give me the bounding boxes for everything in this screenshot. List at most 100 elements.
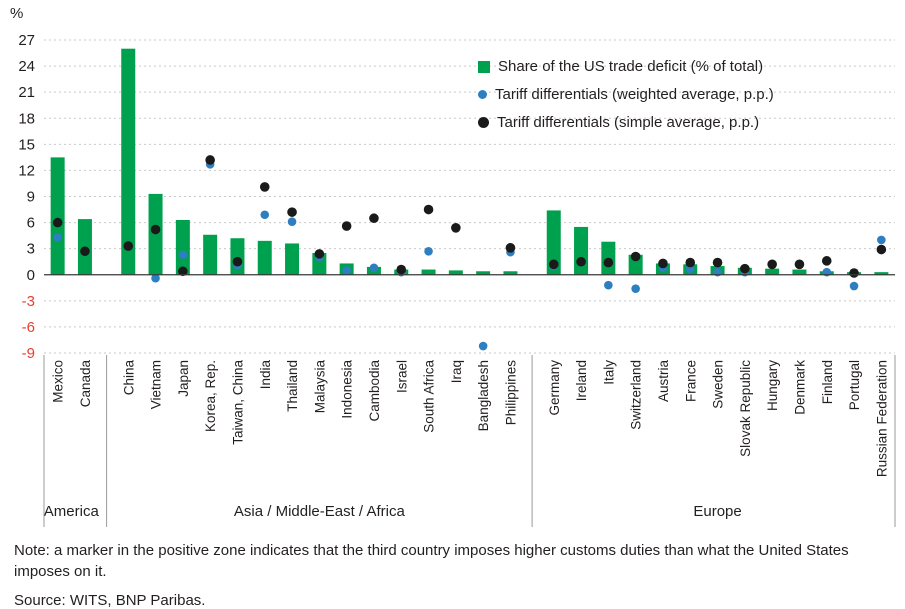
country-label: China xyxy=(121,360,136,396)
country-label: Ireland xyxy=(574,360,589,401)
deficit-bar xyxy=(50,157,65,275)
country-label: Canada xyxy=(78,360,93,408)
country-label: Hungary xyxy=(765,360,780,411)
simple-tariff-dot xyxy=(658,258,668,269)
simple-tariff-dot xyxy=(451,223,461,233)
simple-tariff-dot xyxy=(123,241,134,251)
simple-tariff-dot xyxy=(685,257,696,268)
country-label: Taiwan, China xyxy=(230,360,245,445)
weighted-tariff-dot xyxy=(877,235,886,245)
simple-tariff-dot xyxy=(80,246,90,257)
weighted-tariff-dot xyxy=(178,250,188,260)
weighted-tariff-dot xyxy=(849,281,859,291)
country-label: Korea, Rep. xyxy=(203,360,218,432)
simple-tariff-dot xyxy=(505,242,516,253)
legend-label-simple-tariff: Tariff differentials (simple average, p.… xyxy=(497,114,760,131)
legend-item-weighted-tariff: Tariff differentials (weighted average, … xyxy=(478,86,774,103)
simple-tariff-dot xyxy=(630,251,641,262)
deficit-bar xyxy=(285,243,300,275)
simple-tariff-dot xyxy=(849,268,859,278)
source-text: Source: WITS, BNP Paribas. xyxy=(14,592,206,609)
deficit-bar xyxy=(546,210,561,275)
legend-green-square-icon xyxy=(478,60,490,73)
legend-label-deficit-share: Share of the US trade deficit (% of tota… xyxy=(498,58,764,75)
legend-blue-circle-icon xyxy=(478,90,487,99)
legend-label-weighted-tariff: Tariff differentials (weighted average, … xyxy=(495,86,774,103)
simple-tariff-dot xyxy=(767,259,777,270)
simple-tariff-dot xyxy=(794,259,805,270)
country-label: Finland xyxy=(820,360,835,404)
weighted-tariff-dot xyxy=(53,233,62,242)
weighted-tariff-dot xyxy=(151,273,160,283)
group-label: Europe xyxy=(693,503,741,520)
simple-tariff-dot xyxy=(178,266,188,277)
y-tick-label: 18 xyxy=(18,110,35,127)
simple-tariff-dot xyxy=(259,182,270,192)
weighted-tariff-dot xyxy=(260,210,270,220)
simple-tariff-dot xyxy=(548,259,559,270)
y-tick-label: 21 xyxy=(18,84,35,101)
weighted-tariff-dot xyxy=(478,341,488,351)
country-label: Denmark xyxy=(792,360,807,415)
simple-tariff-dot xyxy=(341,221,352,231)
deficit-bar xyxy=(257,240,272,275)
simple-tariff-dot xyxy=(396,264,407,275)
country-label: Russian Federation xyxy=(874,360,889,477)
weighted-tariff-dot xyxy=(369,263,379,273)
country-label: Iraq xyxy=(449,360,464,383)
y-axis-unit-label: % xyxy=(10,5,23,22)
chart-canvas: -9 -6 -3 0 3 6 9 12 15 18 21 24 27% America Asia / Mid… xyxy=(10,5,896,527)
country-label: Thailand xyxy=(285,360,300,412)
simple-tariff-dot xyxy=(314,249,325,259)
simple-tariff-dot xyxy=(52,217,63,228)
group-label: America xyxy=(44,503,100,520)
simple-tariff-dot xyxy=(232,256,243,267)
note-text: Note: a marker in the positive zone indi… xyxy=(14,542,849,580)
simple-tariff-dot xyxy=(712,257,723,268)
simple-tariff-dot xyxy=(150,224,161,235)
country-label: Germany xyxy=(547,360,562,416)
country-label: Israel xyxy=(394,360,409,393)
weighted-tariff-dot xyxy=(424,246,433,256)
weighted-tariff-dot xyxy=(604,280,613,290)
y-tick-label: 15 xyxy=(18,136,35,153)
deficit-bar xyxy=(792,269,807,275)
country-label: Sweden xyxy=(711,360,726,409)
simple-tariff-dot xyxy=(740,263,750,274)
deficit-bar xyxy=(503,271,518,275)
simple-tariff-dot xyxy=(205,155,215,165)
y-tick-label: 24 xyxy=(18,58,35,75)
country-label: India xyxy=(258,360,273,390)
weighted-tariff-dot xyxy=(342,266,351,275)
y-tick-label: -9 xyxy=(22,345,35,362)
country-label: Malaysia xyxy=(312,360,327,414)
simple-tariff-dot xyxy=(369,213,379,224)
simple-tariff-dot xyxy=(423,204,434,215)
legend-item-simple-tariff: Tariff differentials (simple average, p.… xyxy=(478,114,774,131)
simple-tariff-dot xyxy=(821,256,832,266)
deficit-bar xyxy=(448,270,463,275)
group-label: Asia / Middle-East / Africa xyxy=(234,503,406,520)
country-label: Austria xyxy=(656,360,671,403)
chart-area: -9 -6 -3 0 3 6 9 12 15 18 21 24 27% America Asia / Mid… xyxy=(10,5,896,527)
legend-black-circle-icon xyxy=(478,117,489,128)
legend-item-deficit-share: Share of the US trade deficit (% of tota… xyxy=(478,58,774,75)
country-label: Philippines xyxy=(503,360,518,426)
deficit-bar xyxy=(476,271,491,275)
deficit-bar xyxy=(203,234,218,275)
country-label: Bangladesh xyxy=(476,360,491,431)
country-label: Cambodia xyxy=(367,360,382,422)
country-label: Indonesia xyxy=(340,360,355,419)
deficit-bar xyxy=(421,269,436,275)
weighted-tariff-dot xyxy=(631,284,640,293)
y-tick-label: 0 xyxy=(27,267,35,284)
weighted-tariff-dot xyxy=(287,217,297,227)
simple-tariff-dot xyxy=(603,257,614,268)
y-tick-label: -6 xyxy=(22,319,35,336)
chart-legend: Share of the US trade deficit (% of tota… xyxy=(478,58,774,131)
y-tick-label: 3 xyxy=(27,241,35,258)
y-tick-label: 12 xyxy=(18,162,35,179)
y-tick-label: 9 xyxy=(27,189,35,206)
y-tick-label: 27 xyxy=(18,32,35,49)
country-label: South Africa xyxy=(422,360,437,433)
